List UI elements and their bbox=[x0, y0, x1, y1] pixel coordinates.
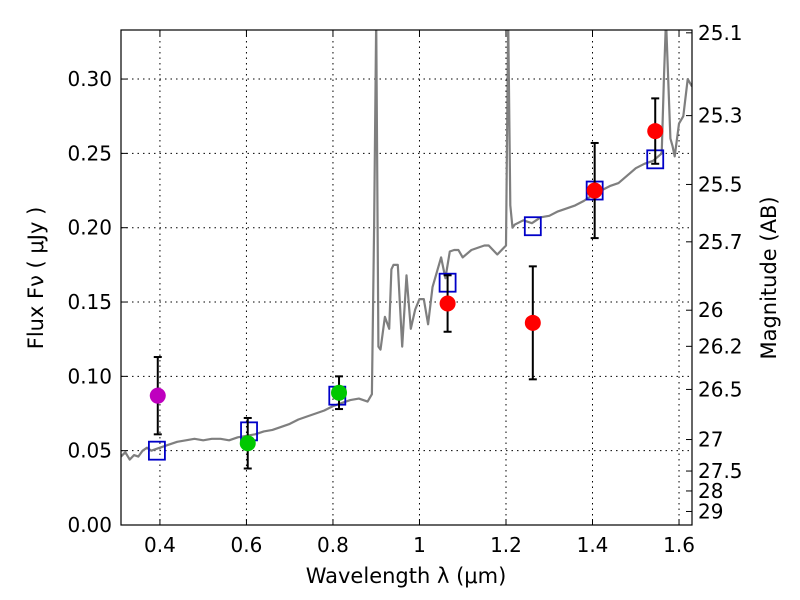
model-spectrum-line bbox=[121, 30, 692, 461]
y-tick-label: 0.10 bbox=[67, 364, 112, 388]
x-axis: 0.4 0.6 0.8 1 1.2 1.4 1.6 bbox=[144, 30, 695, 557]
y-axis-title: Flux Fν ( μJy ) bbox=[24, 207, 48, 350]
y-tick-label: 0.30 bbox=[67, 67, 112, 91]
y2-tick-label: 25.1 bbox=[698, 21, 743, 45]
y2-tick-label: 28 bbox=[698, 479, 723, 503]
observed-photometry-point bbox=[239, 435, 256, 452]
x-tick-label: 1.2 bbox=[490, 533, 522, 557]
markers-layer bbox=[148, 97, 665, 470]
y2-tick-label: 25.7 bbox=[698, 230, 743, 254]
observed-photometry-point bbox=[331, 384, 348, 401]
x-axis-title: Wavelength λ (μm) bbox=[306, 564, 507, 588]
x-tick-label: 0.6 bbox=[231, 533, 263, 557]
y-tick-label: 0.15 bbox=[67, 290, 112, 314]
y2-tick-label: 27 bbox=[698, 428, 723, 452]
y2-tick-label: 25.5 bbox=[698, 172, 743, 196]
y-tick-label: 0.25 bbox=[67, 141, 112, 165]
y-tick-label: 0.00 bbox=[67, 513, 112, 537]
model-photometry-square bbox=[148, 440, 166, 461]
y-tick-label: 0.20 bbox=[67, 216, 112, 240]
observed-photometry-point bbox=[439, 295, 456, 312]
y2-tick-label: 27.5 bbox=[698, 459, 743, 483]
plot-frame bbox=[120, 29, 693, 526]
model-photometry-square bbox=[523, 216, 542, 237]
y2-axis-title: Magnitude (AB) bbox=[757, 196, 781, 359]
x-tick-label: 0.4 bbox=[144, 533, 176, 557]
y2-tick-label: 26 bbox=[698, 298, 723, 322]
y2-tick-label: 26.2 bbox=[698, 334, 743, 358]
grid-lines bbox=[121, 30, 692, 525]
observed-photometry-point bbox=[524, 314, 541, 331]
y-tick-label: 0.05 bbox=[67, 439, 112, 463]
y2-tick-label: 26.5 bbox=[698, 377, 743, 401]
observed-photometry-point bbox=[149, 387, 166, 404]
observed-photometry-point bbox=[647, 123, 664, 140]
x-tick-label: 1 bbox=[413, 533, 426, 557]
observed-photometry-point bbox=[586, 182, 603, 199]
x-tick-label: 1.6 bbox=[663, 533, 695, 557]
x-tick-label: 1.4 bbox=[577, 533, 609, 557]
y2-tick-label: 25.3 bbox=[698, 104, 743, 128]
series-layer bbox=[121, 30, 692, 461]
y-axis: 0.00 0.05 0.10 0.15 0.20 0.25 0.30 bbox=[67, 67, 127, 537]
x-tick-label: 0.8 bbox=[317, 533, 349, 557]
y2-tick-label: 29 bbox=[698, 499, 723, 523]
